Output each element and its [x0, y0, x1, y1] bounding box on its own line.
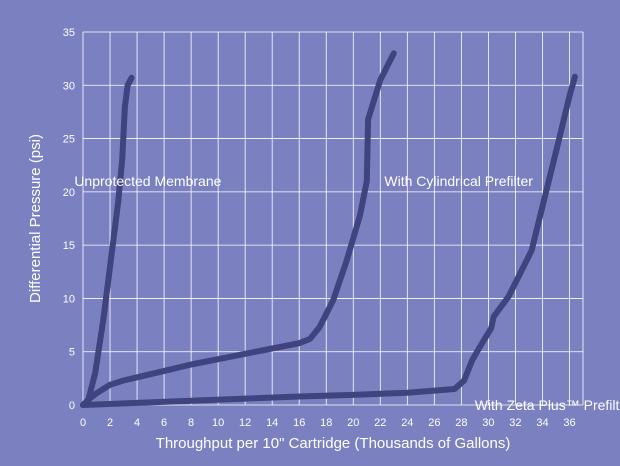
x-tick-label: 14 — [266, 417, 278, 429]
curve-labels: Unprotected Membrane With Cylindrical Pre… — [74, 173, 620, 413]
x-tick-label: 24 — [401, 417, 413, 429]
grid-lines — [82, 31, 584, 406]
y-tick-label: 30 — [63, 80, 75, 92]
y-tick-label: 0 — [69, 400, 75, 412]
y-axis-title: Differential Pressure (psi) — [27, 134, 44, 303]
y-tick-label: 10 — [63, 293, 75, 305]
y-tick-label: 25 — [63, 134, 75, 146]
curve-label: With Zeta Plus™ Prefilter — [475, 397, 620, 413]
x-tick-label: 10 — [212, 417, 224, 429]
x-tick-label: 2 — [107, 417, 113, 429]
x-tick-label: 30 — [482, 417, 494, 429]
x-tick-label: 12 — [239, 417, 251, 429]
x-tick-label: 36 — [563, 417, 575, 429]
x-tick-label: 28 — [455, 417, 467, 429]
x-tick-label: 18 — [320, 417, 332, 429]
x-tick-label: 26 — [428, 417, 440, 429]
y-tick-label: 5 — [69, 347, 75, 359]
series-line-3 — [80, 73, 578, 408]
x-tick-label: 34 — [536, 417, 548, 429]
x-tick-label: 32 — [509, 417, 521, 429]
series-line-2 — [80, 50, 397, 408]
x-tick-label: 16 — [293, 417, 305, 429]
x-tick-label: 4 — [134, 417, 140, 429]
x-tick-label: 6 — [161, 417, 167, 429]
y-tick-label: 35 — [63, 27, 75, 39]
y-axis-ticks: 0 5 10 15 20 25 30 35 — [63, 27, 75, 412]
x-tick-label: 8 — [188, 417, 194, 429]
curve-label: With Cylindrical Prefilter — [384, 173, 533, 189]
x-tick-label: 22 — [374, 417, 386, 429]
x-axis-ticks: 0 2 4 6 8 10 12 14 16 18 20 22 24 26 28 30 32 34 36 — [80, 417, 576, 429]
x-axis-title: Throughput per 10" Cartridge (Thousands … — [156, 435, 511, 452]
curve-label: Unprotected Membrane — [74, 173, 221, 189]
y-tick-label: 20 — [63, 187, 75, 199]
y-tick-label: 15 — [63, 240, 75, 252]
x-tick-label: 20 — [347, 417, 359, 429]
series-line-1 — [80, 74, 135, 408]
x-tick-label: 0 — [80, 417, 86, 429]
series-lines — [80, 50, 578, 408]
